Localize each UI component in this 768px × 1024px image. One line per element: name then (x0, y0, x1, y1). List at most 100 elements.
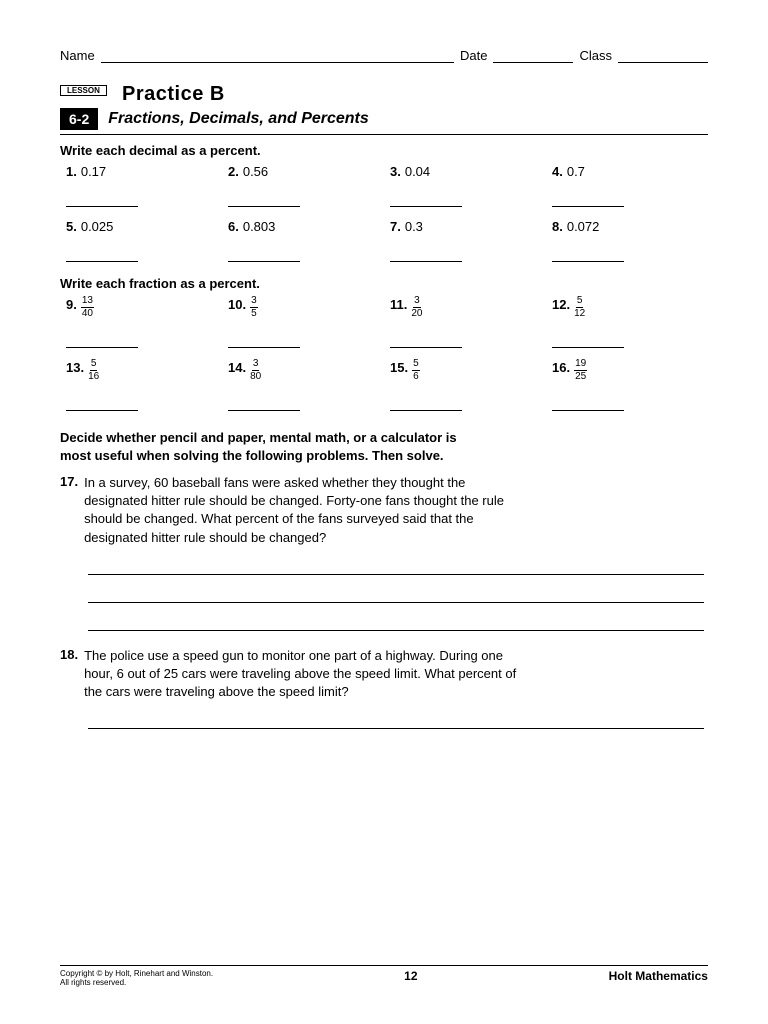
fraction-numerator: 3 (252, 359, 260, 371)
problem-number: 14. (228, 360, 246, 375)
answer-blank[interactable] (66, 205, 138, 207)
worksheet-page: Name Date Class LESSON Practice B 6-2 Fr… (0, 0, 768, 1024)
answer-cell (222, 183, 384, 207)
answer-blank[interactable] (390, 346, 462, 348)
lesson-subtitle: Fractions, Decimals, and Percents (108, 110, 369, 128)
class-blank[interactable] (618, 48, 708, 63)
answer-blank[interactable] (66, 346, 138, 348)
long-answer-blank[interactable] (88, 573, 704, 575)
problem: 10.35 (222, 297, 384, 320)
lesson-number: 6-2 (60, 108, 98, 130)
fraction-denominator: 25 (575, 371, 586, 382)
answer-cell (546, 238, 708, 262)
fraction: 1925 (574, 359, 587, 382)
name-blank[interactable] (101, 48, 454, 63)
answer-cell (546, 387, 708, 411)
problem-row: 5.0.0256.0.8037.0.38.0.072 (60, 219, 708, 234)
fraction-denominator: 16 (88, 371, 99, 382)
problem: 3.0.04 (384, 164, 546, 179)
answer-blank[interactable] (390, 409, 462, 411)
answer-cell (384, 324, 546, 348)
date-blank[interactable] (493, 48, 573, 63)
answer-cell (60, 387, 222, 411)
fraction-numerator: 13 (81, 296, 94, 308)
fraction: 320 (411, 296, 422, 319)
problem-number: 3. (390, 164, 401, 179)
copyright: Copyright © by Holt, Rinehart and Winsto… (60, 969, 213, 988)
word-problem-text: The police use a speed gun to monitor on… (84, 647, 524, 702)
page-number: 12 (404, 969, 417, 983)
problem: 12.512 (546, 297, 708, 320)
problem: 11.320 (384, 297, 546, 320)
answer-blank[interactable] (228, 346, 300, 348)
fraction: 35 (250, 296, 258, 319)
class-label: Class (579, 48, 612, 63)
answer-blank[interactable] (228, 260, 300, 262)
fraction-denominator: 6 (413, 371, 419, 382)
section1-heading: Write each decimal as a percent. (60, 143, 708, 158)
fraction: 56 (412, 359, 420, 382)
problem-value: 0.7 (567, 164, 585, 179)
problem-value: 0.803 (243, 219, 276, 234)
fraction-numerator: 3 (413, 296, 421, 308)
section2-heading: Write each fraction as a percent. (60, 276, 708, 291)
answer-blank[interactable] (552, 260, 624, 262)
answer-cell (60, 183, 222, 207)
word-problems: 17. In a survey, 60 baseball fans were as… (60, 474, 708, 745)
problem: 5.0.025 (60, 219, 222, 234)
answer-cell (384, 387, 546, 411)
problem-number: 9. (66, 297, 77, 312)
section2-problems: 9.134010.3511.32012.51213.51614.38015.56… (60, 297, 708, 411)
answer-blank[interactable] (66, 260, 138, 262)
word-problem: 17. In a survey, 60 baseball fans were as… (60, 474, 708, 647)
answer-blank[interactable] (66, 409, 138, 411)
answer-blank[interactable] (228, 409, 300, 411)
problem-number: 8. (552, 219, 563, 234)
problem: 2.0.56 (222, 164, 384, 179)
answer-blank[interactable] (552, 346, 624, 348)
answer-cell (384, 183, 546, 207)
fraction-denominator: 40 (82, 308, 93, 319)
answer-cell (384, 238, 546, 262)
fraction-denominator: 20 (411, 308, 422, 319)
answer-row (60, 387, 708, 411)
answer-cell (60, 324, 222, 348)
answer-blank[interactable] (552, 205, 624, 207)
answer-blank[interactable] (390, 260, 462, 262)
word-problem-text: In a survey, 60 baseball fans were asked… (84, 474, 524, 547)
problem-number: 1. (66, 164, 77, 179)
problem-number: 17. (60, 474, 78, 547)
fraction-numerator: 5 (576, 296, 584, 308)
answer-blank[interactable] (390, 205, 462, 207)
word-problem-head: 18. The police use a speed gun to monitor… (60, 647, 708, 702)
fraction: 512 (574, 296, 585, 319)
problem: 14. 380 (222, 360, 384, 383)
practice-title: Practice B (122, 83, 225, 105)
problem-number: 2. (228, 164, 239, 179)
answer-blank[interactable] (552, 409, 624, 411)
problem-number: 4. (552, 164, 563, 179)
fraction: 516 (88, 359, 99, 382)
fraction-denominator: 12 (574, 308, 585, 319)
word-problem: 18. The police use a speed gun to monitor… (60, 647, 708, 746)
name-label: Name (60, 48, 95, 63)
fraction: 1340 (81, 296, 94, 319)
problem-number: 7. (390, 219, 401, 234)
problem-row: 13.51614.38015.5616.1925 (60, 360, 708, 383)
answer-cell (546, 324, 708, 348)
fraction-numerator: 5 (412, 359, 420, 371)
student-info-header: Name Date Class (60, 48, 708, 63)
fraction-denominator: 80 (250, 371, 261, 382)
fraction-numerator: 3 (250, 296, 258, 308)
problem: 9. 1340 (60, 297, 222, 320)
copyright-line2: All rights reserved. (60, 978, 126, 987)
problem: 15.56 (384, 360, 546, 383)
brand: Holt Mathematics (609, 969, 708, 983)
problem-number: 6. (228, 219, 239, 234)
answer-blank[interactable] (228, 205, 300, 207)
answer-cell (60, 238, 222, 262)
problem-number: 18. (60, 647, 78, 702)
lesson-title-row: LESSON Practice B (60, 83, 708, 106)
long-answer-blank[interactable] (88, 601, 704, 603)
copyright-line1: Copyright © by Holt, Rinehart and Winsto… (60, 969, 213, 978)
